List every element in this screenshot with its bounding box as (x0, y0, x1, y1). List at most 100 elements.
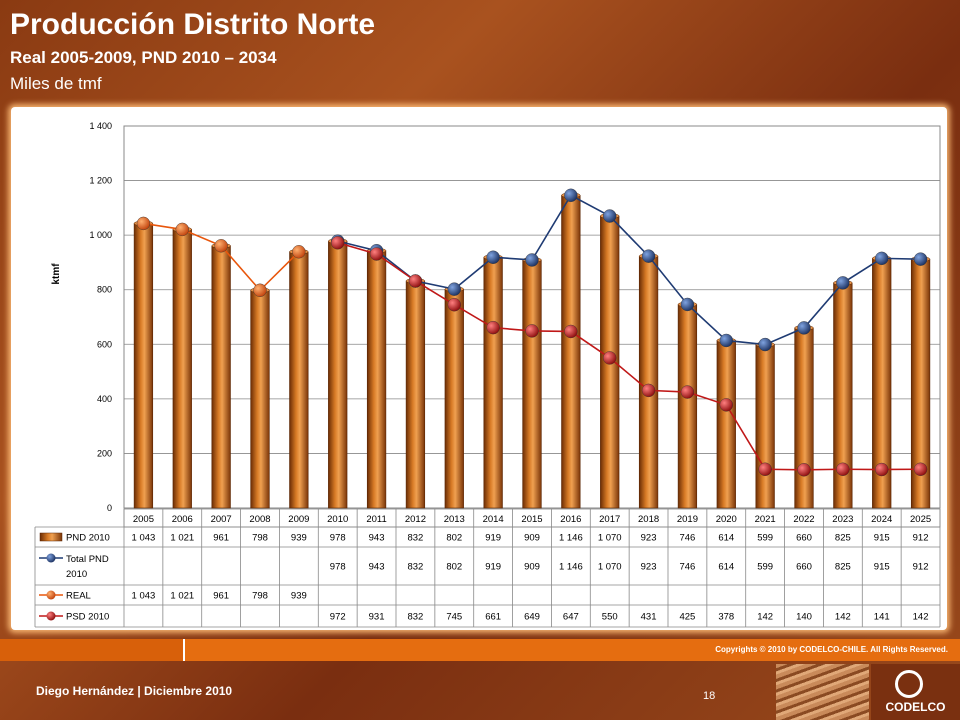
x-tick-label: 2015 (521, 514, 542, 525)
table-cell: 915 (874, 533, 890, 544)
table-cell: 972 (330, 612, 346, 623)
table-cell: 599 (757, 533, 773, 544)
data-point (603, 351, 617, 365)
legend-label: REAL (66, 591, 91, 602)
table-cell: 1 070 (598, 533, 622, 544)
table-cell: 825 (835, 533, 851, 544)
bar (444, 288, 464, 509)
copper-photo (776, 664, 869, 720)
table-cell: 1 021 (170, 591, 194, 602)
table-cell: 746 (679, 533, 695, 544)
table-cell: 923 (641, 562, 657, 573)
author-text: Diego Hernández | Diciembre 2010 (36, 684, 233, 698)
table-cell: 745 (446, 612, 462, 623)
bar (133, 223, 154, 509)
x-tick-label: 2016 (560, 514, 581, 525)
data-point (603, 209, 617, 223)
chart: 0 200 400 600 800 1 000 1 200 1 400 2005 2006 200… (34, 121, 941, 628)
x-tick-label: 2010 (327, 514, 348, 525)
series-line (337, 194, 921, 346)
codelco-logo: CODELCO (871, 664, 960, 720)
table-cell: 1 043 (132, 591, 156, 602)
x-tick-label: 2009 (288, 514, 309, 525)
data-point (447, 282, 461, 296)
table-cell: 142 (913, 612, 929, 623)
data-point (641, 383, 656, 398)
table-cell: 660 (796, 562, 812, 573)
table-cell: 1 043 (132, 533, 156, 544)
table-cell: 798 (252, 591, 268, 602)
y-axis-label: ktmf (51, 263, 62, 285)
page-number: 18 (703, 690, 716, 702)
bar (483, 256, 503, 509)
data-point (564, 188, 578, 203)
bar (794, 327, 814, 509)
logo-text: CODELCO (885, 700, 946, 714)
table-cell: 614 (718, 562, 734, 573)
data-point (758, 462, 772, 476)
data-point (525, 324, 539, 338)
legend-label: Total PND (66, 554, 109, 565)
y-tick-label: 1 200 (89, 176, 112, 186)
data-point (175, 222, 189, 237)
bar (405, 280, 426, 509)
series-line (337, 242, 921, 471)
table-cell: 939 (291, 533, 307, 544)
table-cell: 649 (524, 612, 540, 623)
data-point (408, 274, 423, 288)
table-cell: 978 (330, 562, 346, 573)
legend-marker (46, 611, 56, 621)
table-cell: 431 (641, 612, 657, 623)
table-cell: 943 (369, 562, 385, 573)
y-tick-label: 400 (97, 394, 112, 404)
table-cell: 919 (485, 533, 501, 544)
x-tick-label: 2014 (483, 514, 504, 525)
data-point (331, 236, 345, 250)
data-point (525, 253, 539, 267)
data-point (564, 324, 578, 339)
logo-icon (895, 670, 923, 698)
table-cell: 832 (407, 612, 423, 623)
bar (328, 240, 348, 509)
table-cell: 599 (757, 562, 773, 573)
y-tick-label: 800 (97, 285, 112, 295)
table-cell: 550 (602, 612, 618, 623)
footer-bar (0, 639, 960, 661)
data-point (797, 321, 811, 335)
table-cell: 660 (796, 533, 812, 544)
data-point (875, 462, 889, 477)
table-cell: 746 (679, 562, 695, 573)
table-cell: 832 (407, 533, 423, 544)
copyright-text: Copyrights © 2010 by CODELCO-CHILE. All … (715, 645, 948, 654)
table-cell: 943 (369, 533, 385, 544)
x-tick-label: 2017 (599, 514, 620, 525)
bar (561, 195, 581, 509)
legend-marker (46, 553, 56, 563)
table-cell: 832 (407, 562, 423, 573)
table-cell: 142 (757, 612, 773, 623)
x-tick-label: 2024 (871, 514, 892, 525)
data-point (680, 297, 695, 312)
bar (366, 250, 387, 509)
y-tick-label: 600 (97, 339, 112, 349)
bar (211, 245, 231, 509)
table-cell: 798 (252, 533, 268, 544)
x-tick-label: 2013 (444, 514, 465, 525)
data-point (253, 283, 267, 297)
table-cell: 661 (485, 612, 501, 623)
data-point (797, 463, 811, 477)
x-tick-label: 2022 (793, 514, 814, 525)
data-point (913, 462, 928, 476)
table-cell: 647 (563, 612, 579, 623)
x-tick-label: 2008 (249, 514, 270, 525)
data-point (136, 216, 151, 231)
table-cell: 919 (485, 562, 501, 573)
data-point (486, 320, 500, 335)
x-tick-label: 2007 (211, 514, 232, 525)
x-tick-label: 2012 (405, 514, 426, 525)
bar (638, 255, 659, 509)
legend-marker (46, 590, 56, 600)
bar (250, 289, 270, 509)
table-cell: 1 146 (559, 562, 583, 573)
x-tick-label: 2018 (638, 514, 659, 525)
